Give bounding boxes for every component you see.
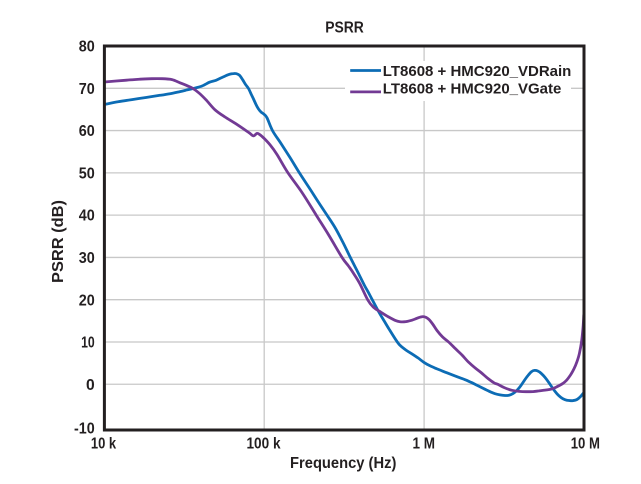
svg-text:LT8608 + HMC920_VGate: LT8608 + HMC920_VGate [383,81,562,98]
svg-text:10 M: 10 M [571,436,600,453]
svg-text:-10: -10 [74,421,95,438]
svg-text:50: 50 [79,166,95,183]
svg-text:30: 30 [79,250,95,267]
svg-text:0: 0 [86,377,95,394]
svg-text:Frequency (Hz): Frequency (Hz) [290,455,396,472]
svg-text:LT8608 + HMC920_VDRain: LT8608 + HMC920_VDRain [383,63,572,80]
svg-text:1 M: 1 M [413,436,436,453]
svg-text:100 k: 100 k [247,436,281,453]
svg-text:40: 40 [79,208,95,225]
svg-text:20: 20 [79,292,95,309]
svg-text:10: 10 [81,335,95,352]
svg-text:PSRR (dB): PSRR (dB) [50,200,67,283]
svg-text:PSRR: PSRR [325,19,364,36]
svg-text:60: 60 [79,123,95,140]
svg-text:70: 70 [79,81,95,98]
svg-text:10 k: 10 k [91,436,116,453]
svg-text:80: 80 [79,39,95,56]
